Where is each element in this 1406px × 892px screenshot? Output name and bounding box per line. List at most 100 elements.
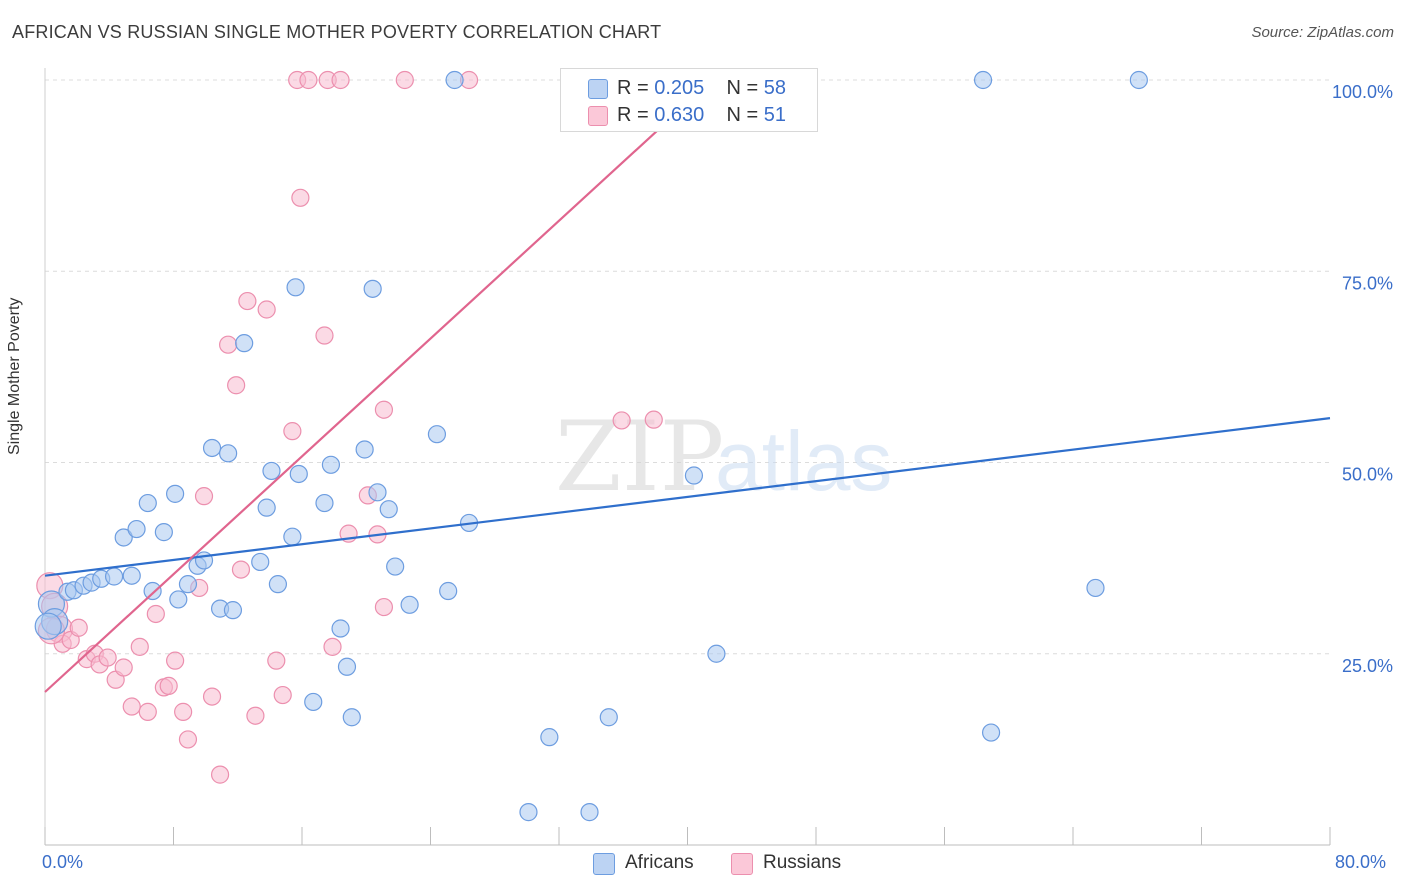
african-point-56 (1129, 70, 1148, 90)
axes (44, 68, 1331, 846)
african-point-53 (973, 70, 993, 90)
african-point-35 (331, 619, 350, 638)
trend-line-russians (44, 102, 689, 693)
african-point-22 (223, 601, 243, 620)
watermark: ZIP atlas (555, 401, 892, 513)
russian-point-37 (315, 326, 334, 345)
african-point-57 (34, 612, 62, 640)
legend-swatch-russians (588, 106, 608, 126)
legend-r-label: R = (617, 77, 655, 99)
russian-point-19 (174, 702, 193, 721)
russian-point-15 (146, 604, 165, 624)
african-point-42 (400, 595, 419, 614)
african-point-34 (337, 657, 357, 676)
legend-swatch-africans (588, 79, 608, 99)
russian-point-18 (166, 651, 185, 670)
series-africans (34, 70, 1148, 822)
legend-n-label: N = (726, 104, 764, 126)
watermark-atlas: atlas (715, 414, 892, 508)
russian-point-49 (644, 410, 663, 429)
legend-n-value: 58 (763, 77, 787, 99)
african-point-14 (166, 484, 185, 503)
russian-point-5 (69, 618, 88, 637)
african-point-36 (342, 708, 361, 727)
legend-r-label: R = (617, 104, 655, 126)
russian-point-45 (374, 400, 394, 419)
legend-n-label: N = (726, 77, 764, 99)
african-point-11 (138, 493, 157, 513)
russian-point-33 (283, 422, 302, 441)
x-tick-label-max: 80.0% (1335, 852, 1387, 872)
african-point-8 (122, 566, 141, 585)
african-point-38 (363, 279, 382, 298)
african-point-44 (439, 581, 458, 601)
legend-row-africans: R = 0.205 N = 58 (561, 75, 817, 103)
y-tick-labels: 25.0% 50.0% 75.0% 100.0% (1332, 82, 1393, 676)
russian-point-48 (612, 411, 631, 430)
russian-point-12 (122, 697, 141, 716)
legend-r-value: 0.630 (654, 104, 705, 126)
y-tick-label-2: 75.0% (1342, 273, 1393, 293)
african-point-41 (386, 557, 405, 576)
russian-point-17 (159, 676, 178, 695)
russian-point-28 (238, 291, 257, 311)
legend-r-value: 0.205 (654, 77, 705, 99)
russian-point-14 (138, 702, 157, 721)
legend-label-africans: Africans (625, 852, 694, 873)
african-point-48 (540, 728, 559, 747)
russian-point-11 (114, 658, 133, 677)
african-point-46 (445, 70, 464, 90)
african-point-54 (981, 723, 1001, 742)
african-point-27 (268, 575, 288, 594)
watermark-zip: ZIP (555, 401, 724, 513)
african-point-32 (315, 493, 334, 513)
russian-point-23 (202, 687, 222, 706)
legend-swatch-africans (593, 853, 615, 875)
trend-lines (44, 102, 1331, 693)
russian-point-20 (178, 730, 198, 749)
african-point-24 (251, 552, 270, 572)
russian-point-26 (227, 376, 246, 395)
african-point-16 (178, 575, 198, 594)
legend-text-africans: R = 0.205 N = 58 (617, 77, 786, 100)
african-point-47 (519, 803, 538, 822)
legend-n-value: 51 (763, 104, 787, 126)
african-point-33 (321, 455, 341, 474)
african-point-50 (599, 708, 618, 727)
russian-point-25 (219, 335, 238, 354)
y-tick-label-0: 25.0% (1342, 656, 1393, 676)
african-point-12 (143, 581, 162, 601)
african-point-13 (154, 523, 173, 542)
african-point-43 (427, 425, 447, 444)
african-point-51 (684, 466, 704, 485)
african-point-21 (219, 444, 238, 463)
russian-point-24 (210, 765, 230, 784)
russian-point-46 (395, 70, 414, 90)
y-tick-label-1: 50.0% (1342, 465, 1393, 485)
african-point-26 (262, 461, 281, 481)
russian-point-44 (374, 597, 394, 617)
african-point-7 (104, 567, 124, 586)
x-tick-label-min: 0.0% (42, 852, 84, 872)
russian-point-39 (323, 637, 342, 656)
african-point-10 (127, 519, 146, 539)
african-point-37 (355, 440, 374, 459)
russian-point-36 (299, 70, 318, 90)
african-point-40 (379, 500, 398, 519)
russian-point-22 (194, 487, 214, 506)
african-point-29 (289, 464, 308, 484)
russian-point-32 (273, 685, 292, 705)
russian-point-31 (267, 651, 286, 670)
russian-point-35 (291, 188, 310, 207)
african-point-39 (368, 483, 387, 502)
legend-swatch-russians (731, 853, 753, 875)
african-point-49 (580, 803, 599, 822)
african-point-9 (114, 528, 133, 547)
russian-point-30 (257, 300, 276, 319)
african-point-30 (286, 278, 305, 297)
african-point-52 (707, 644, 726, 663)
trend-line-africans (44, 417, 1331, 577)
y-tick-label-3: 100.0% (1332, 82, 1393, 102)
chart-title: AFRICAN VS RUSSIAN SINGLE MOTHER POVERTY… (12, 22, 662, 42)
